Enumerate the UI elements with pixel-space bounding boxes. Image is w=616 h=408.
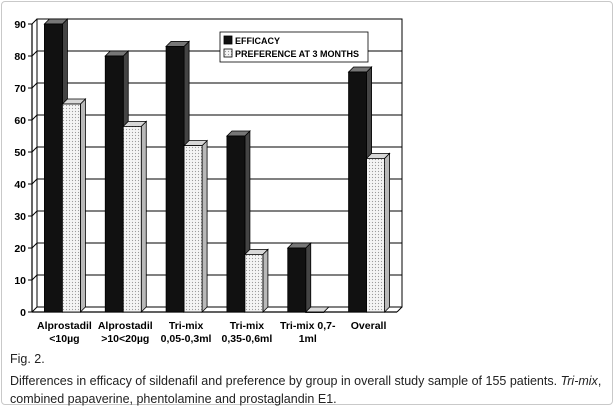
gridline-depth [31,178,38,185]
legend-box [219,31,369,63]
figure-caption: Differences in efficacy of sildenafil an… [10,372,610,408]
y-tick-label: 20 [14,243,26,255]
bar-efficacy-4 [286,242,312,313]
gridline-depth [31,210,38,217]
x-tick-label: <10µg [49,333,79,345]
legend-label: EFFICACY [235,36,280,46]
legend-label: PREFERENCE AT 3 MONTHS [235,49,359,59]
figure-label: Fig. 2. [10,352,45,366]
bar-preference-4 [304,306,330,313]
x-tick-label: Alprostadil [37,320,92,332]
bar-preference-1 [122,120,148,313]
bar-chart: 0102030405060708090Alprostadil<10µgAlpro… [14,18,403,345]
y-tick-label: 0 [20,307,26,319]
gridline-depth [31,114,38,121]
x-tick-label: >10<20µg [101,333,149,345]
x-tick-label: Alprostadil [98,320,153,332]
y-tick-label: 40 [14,179,26,191]
y-tick-label: 90 [14,19,26,31]
y-tick-label: 60 [14,115,26,127]
bar-preference-5 [365,152,391,313]
y-tick-label: 70 [14,83,26,95]
plot-back-wall [36,18,403,308]
caption-text-start: Differences in efficacy of sildenafil an… [10,374,561,388]
y-tick-label: 30 [14,211,26,223]
legend-swatch [223,35,233,45]
gridline-depth [31,146,38,153]
bar-preference-3 [243,248,269,313]
y-tick-label: 50 [14,147,26,159]
gridline-depth [31,82,38,89]
caption-text-end: , combined papaverine, phentolamine and … [10,374,602,406]
x-tick-label: Tri-mix [230,320,265,332]
y-tick-label: 10 [14,275,26,287]
x-tick-label: Tri-mix [169,320,204,332]
bar-preference-0 [61,98,87,313]
x-tick-label: Tri-mix 0,7- [280,320,336,332]
gridline-depth [31,306,38,313]
y-tick-label: 80 [14,51,26,63]
x-tick-label: 0,05-0,3ml [161,333,212,345]
x-axis-depth [396,306,403,313]
gridline-depth [31,242,38,249]
x-tick-label: Overall [351,320,387,332]
gridline-depth [31,18,38,25]
x-tick-label: 1ml [299,333,317,345]
x-tick-label: 0,35-0,6ml [222,333,273,345]
legend-swatch [223,48,233,58]
gridline-depth [31,274,38,281]
caption-italic-term: Tri-mix [560,374,598,388]
bar-preference-2 [183,139,209,313]
gridline-depth [31,50,38,57]
